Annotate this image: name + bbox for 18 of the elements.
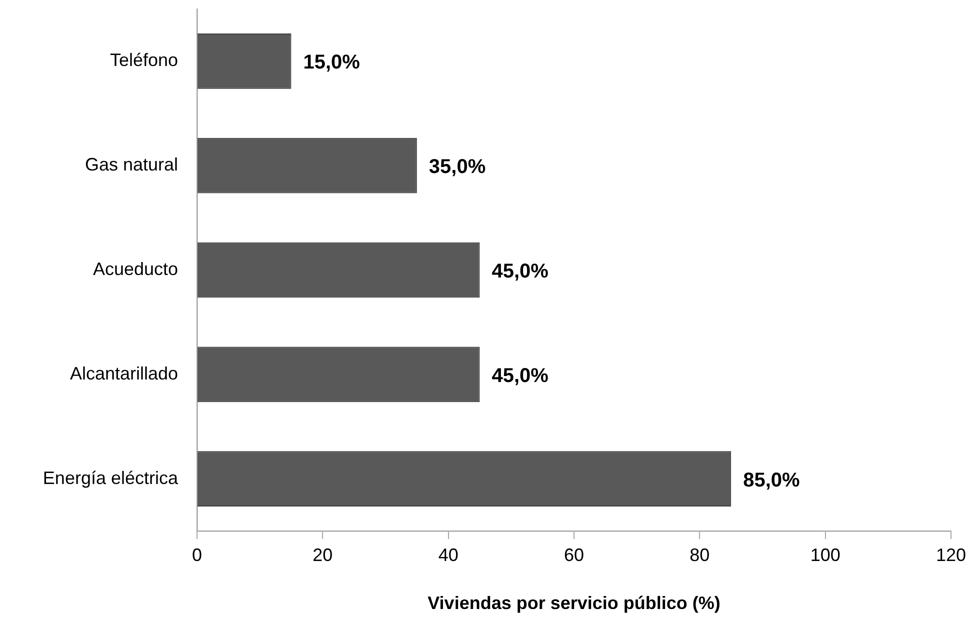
y-tick-label: Gas natural (84, 154, 178, 175)
x-tick-label: 60 (564, 544, 584, 565)
x-tick-label: 0 (192, 544, 202, 565)
x-tick-label: 100 (810, 544, 840, 565)
y-tick-label: Acueducto (92, 258, 178, 279)
y-tick-label: Teléfono (110, 50, 178, 70)
x-tick-label: 80 (690, 544, 710, 565)
y-tick-label: Alcantarillado (70, 363, 178, 384)
data-label: 45,0% (492, 364, 549, 387)
x-tick-label: 40 (438, 544, 458, 565)
data-label: 45,0% (492, 260, 549, 283)
data-label: 35,0% (428, 156, 486, 178)
x-tick-label: 20 (312, 544, 333, 565)
data-label: 15,0% (303, 52, 360, 74)
x-tick-label: 120 (936, 544, 966, 565)
data-label: 85,0% (743, 469, 800, 492)
x-axis-title: Viviendas por servicio público (%) (428, 593, 720, 614)
y-tick-label: Energía eléctrica (42, 468, 179, 488)
